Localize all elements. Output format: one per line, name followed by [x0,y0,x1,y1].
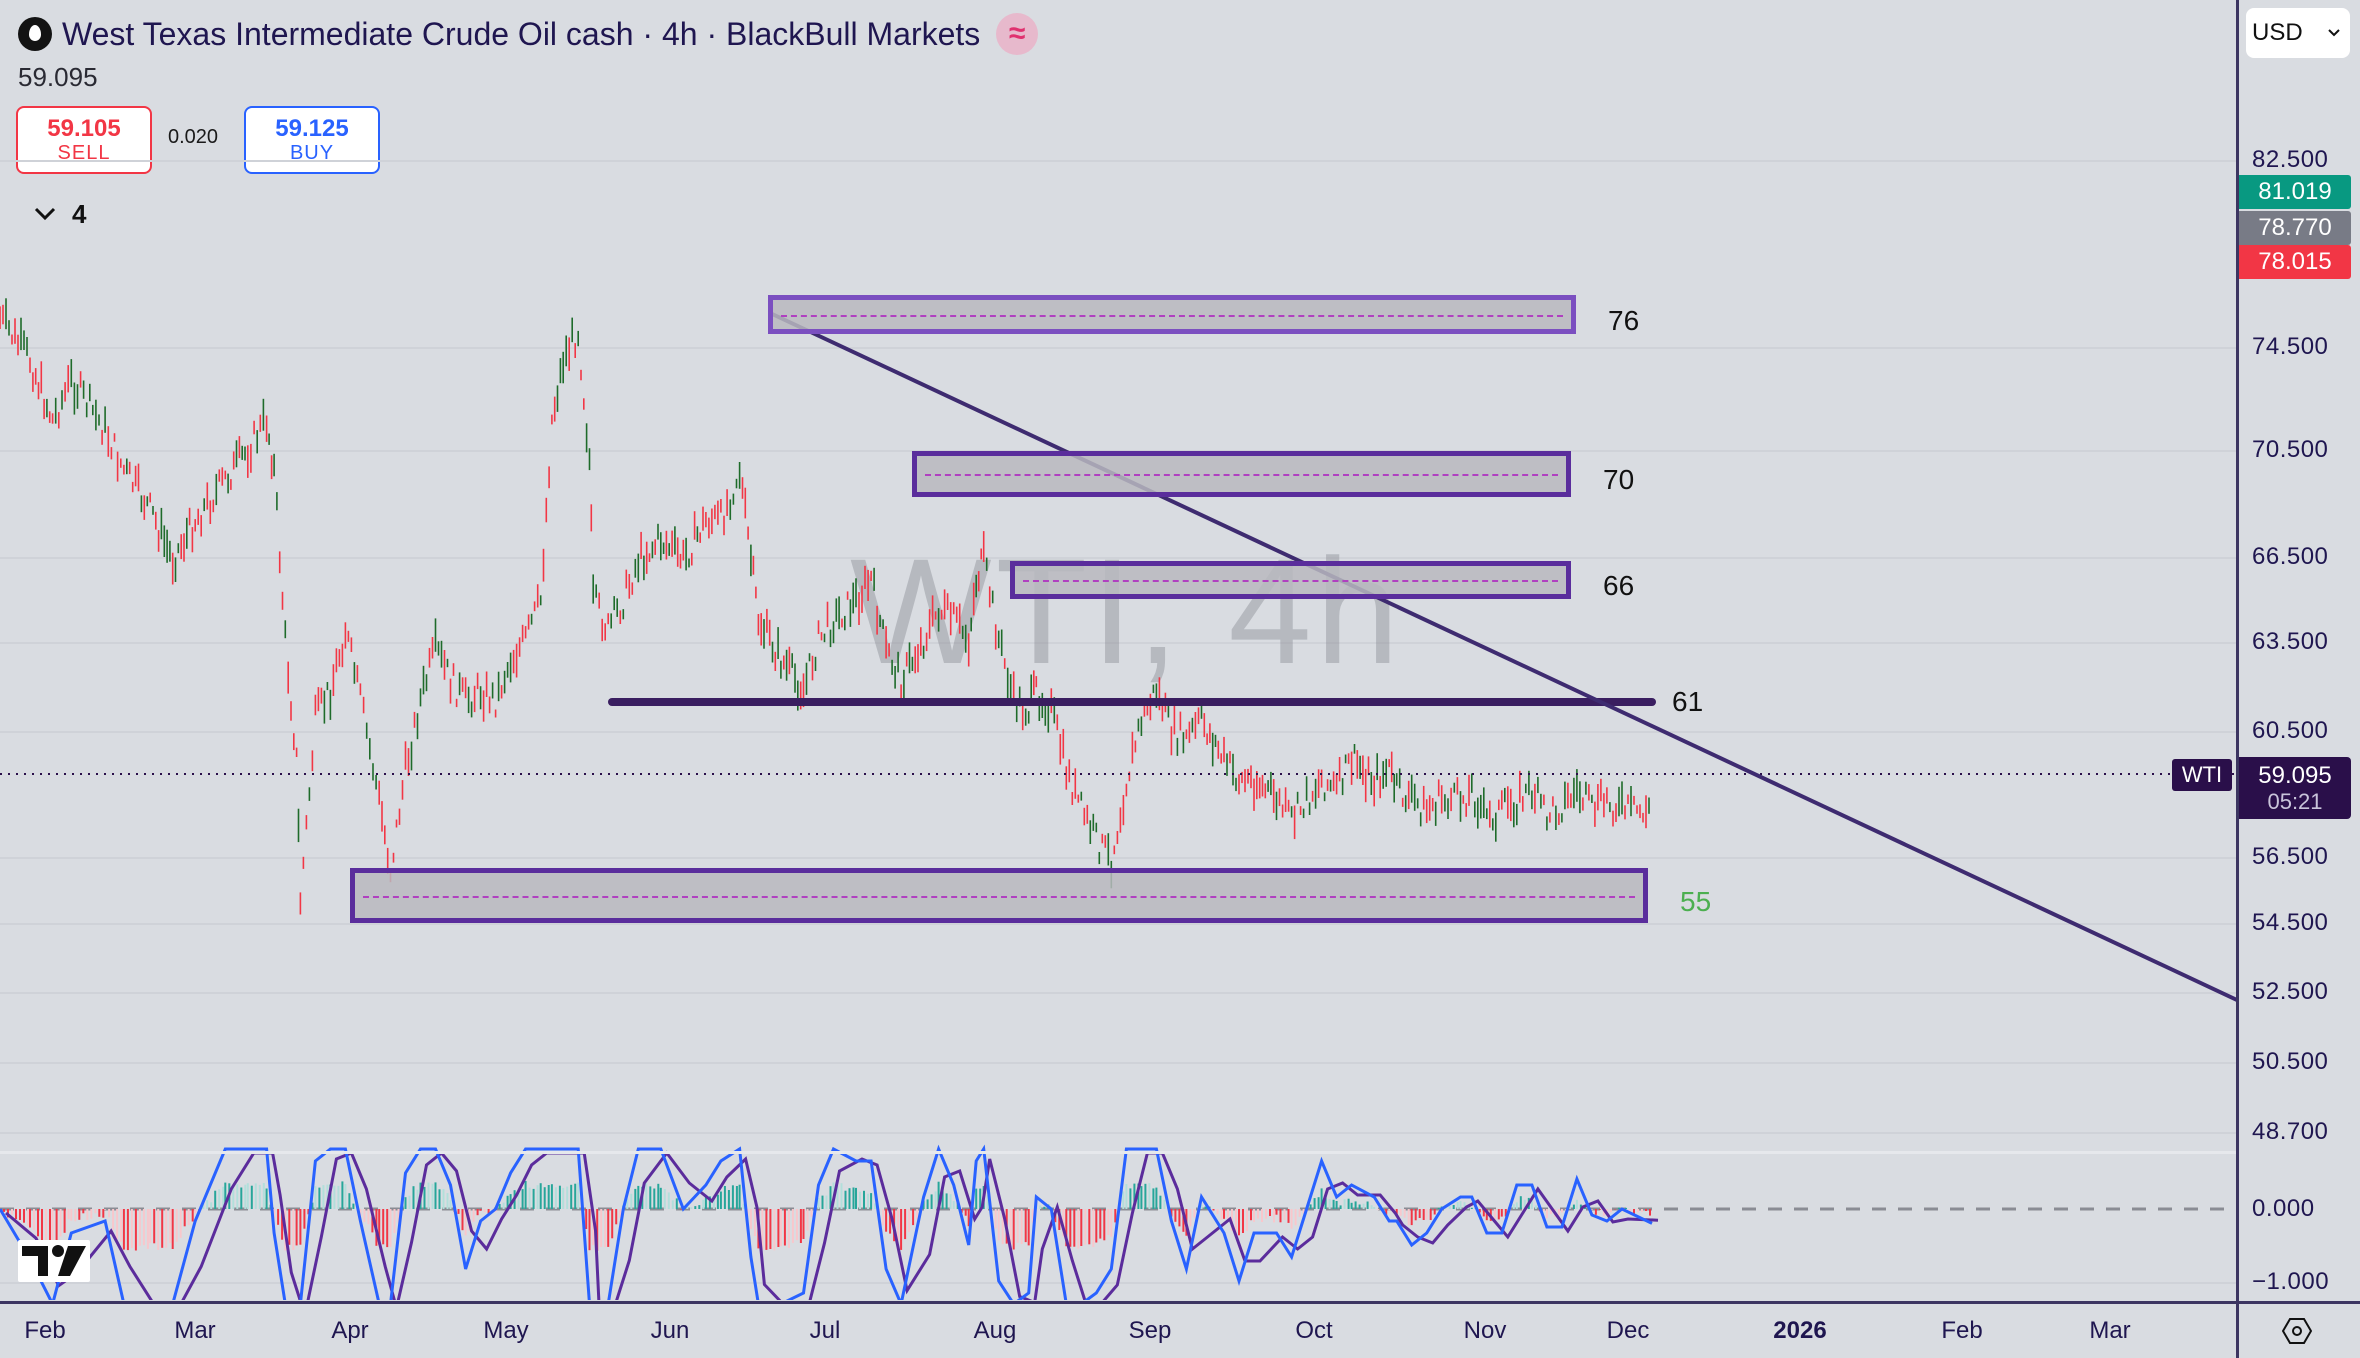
zone-midline [363,895,1635,898]
time-label: Sep [1128,1317,1172,1344]
price-label: 48.700 [2252,1118,2329,1145]
indicators-toggle[interactable]: 4 [22,190,104,238]
price-label: 63.500 [2252,628,2329,655]
bar-countdown: 05:21 [2267,789,2323,815]
grid-line [0,1062,2236,1064]
price-label: 60.500 [2252,717,2329,744]
zone-label: 70 [1603,464,1635,495]
sell-button[interactable]: 59.105 SELL [16,106,152,174]
price-axis-border [2236,0,2239,1358]
time-label: Oct [1295,1317,1333,1344]
zone-76[interactable] [768,295,1576,334]
zone-label: 66 [1603,570,1635,601]
price-label: 66.500 [2252,543,2329,570]
sell-label: SELL [57,142,111,165]
tradingview-logo[interactable] [18,1240,90,1282]
current-price: 59.095 [2258,761,2332,789]
zone-midline [781,314,1563,317]
price-label: 52.500 [2252,978,2329,1005]
price-tag: 78.770 [2239,211,2351,245]
price-label: 54.500 [2252,909,2329,936]
chevron-down-icon [34,207,56,221]
zone-label: 76 [1608,304,1640,336]
price-label: 56.500 [2252,843,2329,870]
grid-line [0,347,2236,349]
zone-label: 55 [1680,885,1712,917]
time-label: Aug [973,1317,1017,1344]
time-label: Feb [1941,1317,1983,1344]
settings-icon[interactable] [2282,1316,2312,1346]
price-label: 74.500 [2252,333,2329,360]
time-label: Dec [1606,1317,1650,1344]
oscillator-slow-line [5,1150,1659,1300]
grid-line [0,992,2236,994]
zone-midline [925,474,1558,476]
last-price: 59.095 [18,62,98,92]
trendline [769,311,2236,1002]
grid-line [0,857,2236,859]
level-label-61: 61 [1672,686,1704,717]
price-chart-canvas[interactable] [0,0,2236,1300]
currency-value: USD [2252,19,2303,46]
time-label: 2026 [1773,1317,1827,1344]
price-label: 82.500 [2252,146,2329,173]
chart-title-text: West Texas Intermediate Crude Oil cash ·… [62,15,981,52]
buy-button[interactable]: 59.125 BUY [244,106,380,174]
chart-title: West Texas Intermediate Crude Oil cash ·… [18,10,1039,58]
buy-price: 59.125 [275,114,349,142]
zone-66[interactable] [1010,561,1571,599]
time-label: Jul [809,1317,841,1344]
price-tag: 78.015 [2239,245,2351,279]
time-axis-border [0,1301,2360,1304]
oscillator-label: 0.000 [2252,1195,2315,1222]
buy-label: BUY [289,142,335,165]
currency-select[interactable]: USD [2246,8,2350,58]
pane-separator[interactable] [0,1151,2236,1154]
time-label: Nov [1463,1317,1507,1344]
price-label: 70.500 [2252,436,2329,463]
grid-line [0,1132,2236,1134]
oscillator-fast-line [0,1144,1653,1300]
grid-line [0,160,2236,162]
chevron-down-icon [2328,29,2340,37]
zone-70[interactable] [912,451,1571,497]
price-tag: 81.019 [2239,175,2351,209]
time-label: Mar [2089,1317,2131,1344]
grid-line [0,731,2236,733]
grid-line [0,557,2236,559]
oscillator-label: −1.000 [2252,1268,2330,1295]
time-label: May [483,1317,529,1344]
zone-midline [1023,580,1558,582]
time-label: Feb [24,1317,66,1344]
grid-line [0,642,2236,644]
grid-line [0,923,2236,925]
zone-55[interactable] [350,868,1648,923]
current-price-tag: 59.095 05:21 [2239,757,2351,819]
spread-value: 0.020 [168,126,219,148]
time-label: Mar [174,1317,216,1344]
time-label: Apr [331,1317,369,1344]
indicators-count: 4 [72,198,87,229]
approx-icon[interactable]: ≈ [996,13,1039,55]
price-label: 50.500 [2252,1048,2329,1075]
symbol-tag: WTI [2172,759,2232,791]
oil-drop-icon [18,17,52,51]
time-label: Jun [650,1317,690,1344]
sell-price: 59.105 [47,114,121,142]
